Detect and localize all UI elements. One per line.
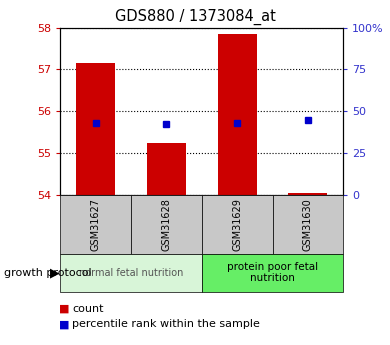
Text: GSM31630: GSM31630	[303, 198, 313, 250]
Bar	[218, 34, 257, 195]
Text: GSM31629: GSM31629	[232, 198, 242, 251]
Text: GDS880 / 1373084_at: GDS880 / 1373084_at	[115, 9, 275, 25]
Text: ▶: ▶	[50, 266, 59, 279]
Text: count: count	[72, 304, 104, 314]
Text: normal fetal nutrition: normal fetal nutrition	[79, 268, 183, 277]
Bar	[131, 195, 202, 254]
Text: ■: ■	[59, 319, 69, 329]
Bar	[273, 195, 343, 254]
Bar	[60, 195, 131, 254]
Text: percentile rank within the sample: percentile rank within the sample	[72, 319, 260, 329]
Bar	[76, 63, 115, 195]
Text: growth protocol: growth protocol	[4, 268, 92, 277]
Text: GSM31627: GSM31627	[91, 198, 101, 251]
Text: protein poor fetal
nutrition: protein poor fetal nutrition	[227, 262, 318, 283]
Text: ■: ■	[59, 304, 69, 314]
Bar	[289, 193, 327, 195]
Bar	[202, 195, 273, 254]
Bar	[202, 254, 343, 292]
Bar	[147, 142, 186, 195]
Text: GSM31628: GSM31628	[161, 198, 172, 251]
Bar	[60, 254, 202, 292]
